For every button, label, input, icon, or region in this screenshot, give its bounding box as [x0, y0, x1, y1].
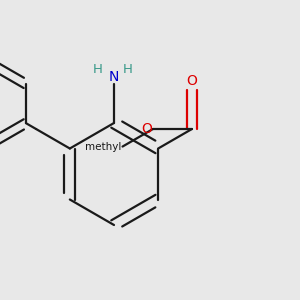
Text: N: N: [109, 70, 119, 84]
Text: O: O: [187, 74, 197, 88]
Text: methyl: methyl: [85, 142, 121, 152]
Text: O: O: [142, 122, 152, 136]
Text: H: H: [93, 63, 102, 76]
Text: H: H: [123, 63, 132, 76]
